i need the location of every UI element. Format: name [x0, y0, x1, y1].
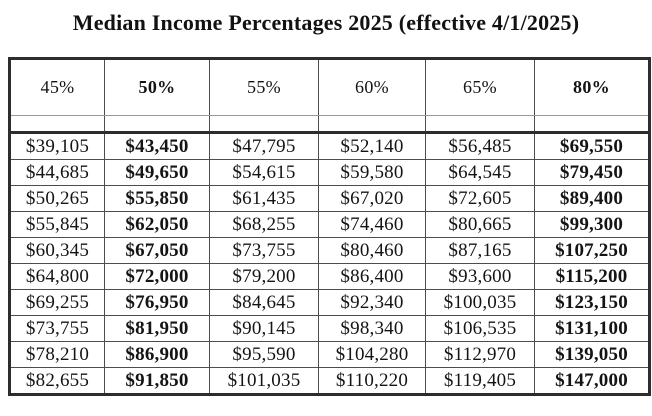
income-value-cell: $93,600	[425, 263, 535, 290]
table-row: $69,255 $76,950 $84,645 $92,340 $100,035 $123…	[9, 289, 650, 316]
income-value-cell: $107,250	[534, 237, 650, 264]
spacer-row	[9, 115, 650, 134]
table-row: $39,105 $43,450 $47,795 $52,140 $56,485 $69,5…	[9, 132, 650, 160]
income-value-cell: $73,755	[9, 315, 105, 342]
income-value-cell: $91,850	[104, 367, 210, 395]
income-value-cell: $100,035	[425, 289, 535, 316]
income-value-cell: $104,280	[318, 341, 426, 368]
page-title: Median Income Percentages 2025 (effectiv…	[72, 10, 580, 35]
income-value-cell: $115,200	[534, 263, 650, 290]
spacer-cell	[9, 115, 105, 134]
income-value-cell: $68,255	[209, 211, 319, 238]
income-value-cell: $76,950	[104, 289, 210, 316]
column-header: 60%	[318, 58, 426, 116]
income-value-cell: $56,485	[425, 132, 535, 160]
income-value-cell: $99,300	[534, 211, 650, 238]
income-value-cell: $123,150	[534, 289, 650, 316]
table-row: $55,845 $62,050 $68,255 $74,460 $80,665 $99,3…	[9, 211, 650, 238]
table-body: $39,105 $43,450 $47,795 $52,140 $56,485 $69,5…	[9, 132, 650, 395]
income-value-cell: $64,545	[425, 159, 535, 186]
income-value-cell: $61,435	[209, 185, 319, 212]
spacer-cell	[104, 115, 210, 134]
column-header: 45%	[9, 58, 105, 116]
income-value-cell: $131,100	[534, 315, 650, 342]
income-value-cell: $43,450	[104, 132, 210, 160]
income-value-cell: $106,535	[425, 315, 535, 342]
income-value-cell: $119,405	[425, 367, 535, 395]
spacer-cell	[209, 115, 319, 134]
income-value-cell: $64,800	[9, 263, 105, 290]
header-row: 45% 50% 55% 60% 65% 80%	[9, 58, 650, 116]
income-value-cell: $82,655	[9, 367, 105, 395]
income-value-cell: $86,400	[318, 263, 426, 290]
spacer-cell	[425, 115, 535, 134]
income-value-cell: $62,050	[104, 211, 210, 238]
income-value-cell: $80,460	[318, 237, 426, 264]
income-value-cell: $72,000	[104, 263, 210, 290]
income-value-cell: $98,340	[318, 315, 426, 342]
income-value-cell: $78,210	[9, 341, 105, 368]
income-value-cell: $95,590	[209, 341, 319, 368]
column-header: 80%	[534, 58, 650, 116]
table-row: $64,800 $72,000 $79,200 $86,400 $93,600 $115,…	[9, 263, 650, 290]
table-row: $60,345 $67,050 $73,755 $80,460 $87,165 $107,…	[9, 237, 650, 264]
income-value-cell: $73,755	[209, 237, 319, 264]
income-value-cell: $55,850	[104, 185, 210, 212]
income-value-cell: $81,950	[104, 315, 210, 342]
income-value-cell: $90,145	[209, 315, 319, 342]
column-header: 65%	[425, 58, 535, 116]
column-header: 55%	[209, 58, 319, 116]
income-value-cell: $72,605	[425, 185, 535, 212]
income-value-cell: $86,900	[104, 341, 210, 368]
income-value-cell: $50,265	[9, 185, 105, 212]
table-row: $44,685 $49,650 $54,615 $59,580 $64,545 $79,4…	[9, 159, 650, 186]
income-value-cell: $112,970	[425, 341, 535, 368]
table-row: $50,265 $55,850 $61,435 $67,020 $72,605 $89,4…	[9, 185, 650, 212]
income-value-cell: $67,020	[318, 185, 426, 212]
income-value-cell: $69,550	[534, 132, 650, 160]
income-value-cell: $139,050	[534, 341, 650, 368]
income-value-cell: $44,685	[9, 159, 105, 186]
income-value-cell: $80,665	[425, 211, 535, 238]
income-value-cell: $147,000	[534, 367, 650, 395]
income-value-cell: $69,255	[9, 289, 105, 316]
income-value-cell: $49,650	[104, 159, 210, 186]
income-value-cell: $74,460	[318, 211, 426, 238]
table-row: $82,655 $91,850 $101,035 $110,220 $119,405 $1…	[9, 367, 650, 395]
income-value-cell: $47,795	[209, 132, 319, 160]
income-value-cell: $60,345	[9, 237, 105, 264]
table-row: $73,755 $81,950 $90,145 $98,340 $106,535 $131…	[9, 315, 650, 342]
income-value-cell: $59,580	[318, 159, 426, 186]
income-value-cell: $89,400	[534, 185, 650, 212]
income-value-cell: $110,220	[318, 367, 426, 395]
income-value-cell: $67,050	[104, 237, 210, 264]
income-value-cell: $54,615	[209, 159, 319, 186]
spacer-cell	[534, 115, 650, 134]
income-value-cell: $39,105	[9, 132, 105, 160]
income-value-cell: $79,200	[209, 263, 319, 290]
income-value-cell: $92,340	[318, 289, 426, 316]
income-value-cell: $55,845	[9, 211, 105, 238]
income-value-cell: $84,645	[209, 289, 319, 316]
income-value-cell: $52,140	[318, 132, 426, 160]
table-row: $78,210 $86,900 $95,590 $104,280 $112,970 $13…	[9, 341, 650, 368]
median-income-table: 45% 50% 55% 60% 65% 80% $39,105 $43,450 $47,795…	[8, 57, 651, 396]
income-value-cell: $87,165	[425, 237, 535, 264]
income-value-cell: $79,450	[534, 159, 650, 186]
income-value-cell: $101,035	[209, 367, 319, 395]
spacer-cell	[318, 115, 426, 134]
column-header: 50%	[104, 58, 210, 116]
